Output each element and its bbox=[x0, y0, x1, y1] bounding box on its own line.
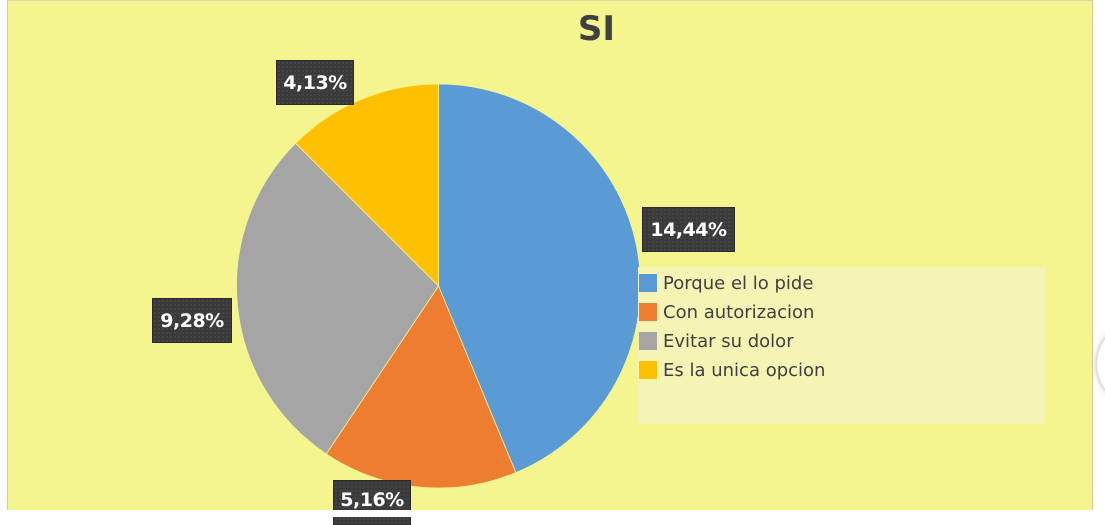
pie-slice-es-la-unica-opcion[interactable] bbox=[294, 83, 439, 287]
legend-item-con-autorizacion[interactable]: Con autorizacion bbox=[639, 300, 814, 324]
legend-swatch-yellow bbox=[639, 361, 657, 379]
pie-slices bbox=[236, 83, 641, 489]
pie-slice-con-autorizacion[interactable] bbox=[325, 285, 517, 489]
legend-item-evitar-su-dolor[interactable]: Evitar su dolor bbox=[639, 329, 794, 353]
legend-item-es-la-unica-opcion[interactable]: Es la unica opcion bbox=[639, 358, 825, 382]
data-label-con-autorizacion[interactable]: 5,16% bbox=[333, 480, 411, 525]
pie-slice-evitar-su-dolor[interactable] bbox=[236, 142, 440, 455]
data-label-porque-el-lo-pide[interactable]: 14,44% bbox=[642, 207, 735, 252]
legend-swatch-gray bbox=[639, 332, 657, 350]
legend-label: Con autorizacion bbox=[663, 301, 815, 323]
legend-swatch-blue bbox=[639, 274, 657, 292]
legend-label: Evitar su dolor bbox=[663, 330, 794, 352]
legend-item-porque-el-lo-pide[interactable]: Porque el lo pide bbox=[639, 271, 813, 295]
legend-label: Porque el lo pide bbox=[663, 272, 814, 294]
legend[interactable]: Porque el lo pide Con autorizacion Evita… bbox=[638, 267, 1045, 424]
legend-label: Es la unica opcion bbox=[663, 359, 826, 381]
chart-bottom-edge bbox=[0, 510, 1105, 517]
pie-slice-porque-el-lo-pide[interactable] bbox=[438, 83, 641, 474]
legend-swatch-orange bbox=[639, 303, 657, 321]
data-label-evitar-su-dolor[interactable]: 9,28% bbox=[152, 298, 232, 343]
chart-title: SI bbox=[577, 9, 616, 49]
side-nav-button[interactable] bbox=[1097, 322, 1105, 406]
data-label-es-la-unica-opcion[interactable]: 4,13% bbox=[276, 60, 354, 105]
